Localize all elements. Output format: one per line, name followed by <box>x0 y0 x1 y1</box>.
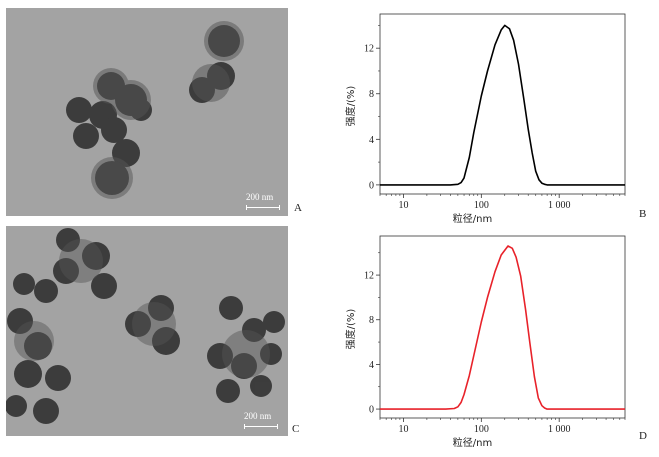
scale-bar-a <box>246 205 280 210</box>
tem-image-c-clusters <box>6 228 285 424</box>
y-axis-title: 强度/(%) <box>344 309 357 350</box>
y-axis-title: 强度/(%) <box>344 86 357 127</box>
y-tick-label: 0 <box>369 180 374 191</box>
x-tick-label: 100 <box>474 200 489 211</box>
panel-label-d: D <box>639 430 647 442</box>
y-tick-label: 12 <box>364 271 374 282</box>
scale-bar-label-a: 200 nm <box>246 192 274 202</box>
x-axis-title: 粒径/nm <box>453 212 492 225</box>
y-tick-label: 4 <box>369 360 374 371</box>
y-tick-label: 4 <box>369 135 374 146</box>
x-axis-title: 粒径/nm <box>453 436 492 449</box>
chart-d-svg: 10 100 1 000 0 4 8 12 粒径/nm 强度/(%) <box>344 235 626 449</box>
y-tick-label: 0 <box>369 405 374 416</box>
y-tick-label: 8 <box>369 315 374 326</box>
y-tick-label: 12 <box>364 44 374 55</box>
x-tick-label: 10 <box>398 200 408 211</box>
y-tick-label: 8 <box>369 89 374 100</box>
tem-image-a: 200 nm <box>6 8 288 216</box>
series-line <box>380 24 625 186</box>
x-tick-label: 1 000 <box>548 200 571 211</box>
chart-d: 10 100 1 000 0 4 8 12 粒径/nm 强度/(%) <box>320 228 650 450</box>
x-tick-label: 10 <box>398 424 408 435</box>
scale-bar-c <box>244 424 278 429</box>
x-tick-label: 100 <box>474 424 489 435</box>
tem-image-c: 200 nm <box>6 226 288 436</box>
scale-bar-label-c: 200 nm <box>244 411 272 421</box>
panel-label-b: B <box>639 208 647 220</box>
tem-image-a-clusters <box>66 21 244 199</box>
panel-label-c: C <box>292 423 300 435</box>
plot-frame <box>379 13 626 195</box>
chart-b-svg: 10 100 1 000 0 4 8 12 粒径/nm 强度/(%) <box>344 13 626 225</box>
x-tick-label: 1 000 <box>548 424 571 435</box>
panel-label-a: A <box>294 202 302 214</box>
plot-frame <box>379 235 626 419</box>
chart-b: 10 100 1 000 0 4 8 12 粒径/nm 强度/(%) <box>320 6 650 226</box>
series-line <box>380 245 625 410</box>
